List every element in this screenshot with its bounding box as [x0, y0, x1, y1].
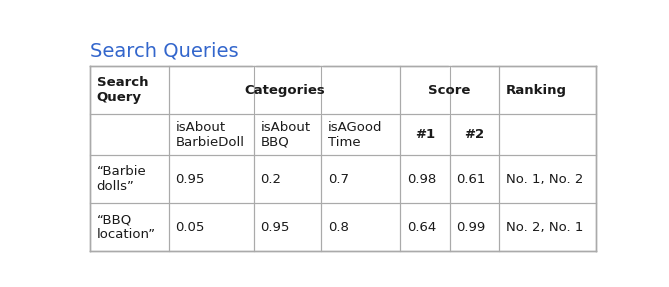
Text: 0.7: 0.7: [328, 172, 349, 185]
Text: 0.99: 0.99: [456, 220, 486, 234]
Text: 0.95: 0.95: [260, 220, 290, 234]
Text: 0.8: 0.8: [328, 220, 349, 234]
Text: No. 1, No. 2: No. 1, No. 2: [506, 172, 583, 185]
Text: Search
Query: Search Query: [96, 76, 148, 104]
Text: 0.98: 0.98: [407, 172, 436, 185]
Text: “BBQ
location”: “BBQ location”: [96, 213, 156, 241]
Text: isAGood
Time: isAGood Time: [328, 121, 382, 149]
Text: Categories: Categories: [244, 84, 324, 97]
Text: 0.95: 0.95: [175, 172, 205, 185]
Text: isAbout
BBQ: isAbout BBQ: [260, 121, 310, 149]
Text: 0.64: 0.64: [407, 220, 436, 234]
Text: Search Queries: Search Queries: [90, 41, 238, 60]
Text: No. 2, No. 1: No. 2, No. 1: [506, 220, 583, 234]
Text: 0.61: 0.61: [456, 172, 486, 185]
Text: 0.05: 0.05: [175, 220, 205, 234]
Text: #1: #1: [415, 128, 435, 141]
Text: #2: #2: [464, 128, 484, 141]
Text: isAbout
BarbieDoll: isAbout BarbieDoll: [175, 121, 245, 149]
Text: Ranking: Ranking: [506, 84, 567, 97]
Text: “Barbie
dolls”: “Barbie dolls”: [96, 165, 147, 193]
Text: 0.2: 0.2: [260, 172, 282, 185]
Text: Score: Score: [428, 84, 471, 97]
